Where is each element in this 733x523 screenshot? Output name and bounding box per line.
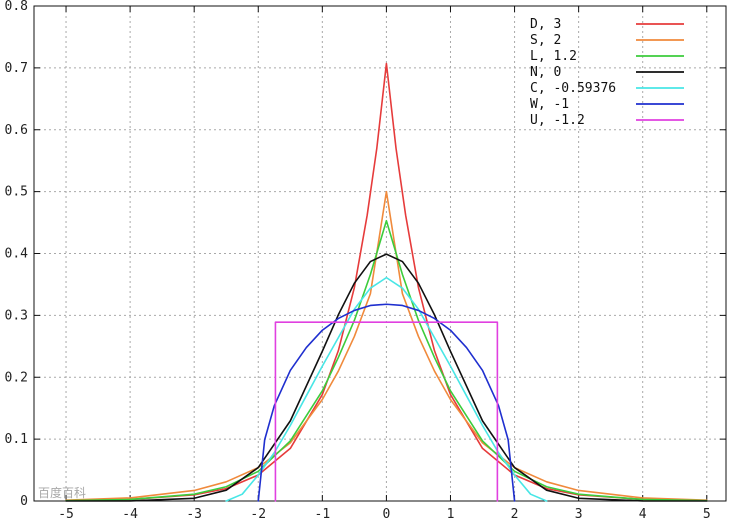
series-line-1: [65, 190, 708, 502]
x-tick-label: -1: [315, 507, 331, 522]
y-axis-ticks: 0 0.1 0.2 0.3 0.4 0.5 0.6 0.7 0.8: [5, 0, 726, 509]
legend-label: L, 1.2: [530, 49, 577, 64]
series-line-6: [274, 321, 499, 502]
series-line-0: [65, 62, 708, 502]
legend-label: C, -0.59376: [530, 81, 616, 96]
x-tick-label: 0: [382, 507, 390, 522]
x-tick-label: 2: [511, 507, 519, 522]
series-line-5: [257, 303, 516, 502]
y-tick-label: 0.4: [5, 247, 29, 262]
series-line-3: [65, 253, 708, 502]
y-tick-label: 0: [20, 494, 28, 509]
y-tick-label: 0.3: [5, 308, 28, 323]
y-tick-label: 0.7: [5, 61, 28, 76]
x-tick-label: 3: [575, 507, 583, 522]
legend-label: N, 0: [530, 65, 561, 80]
y-tick-label: 0.5: [5, 185, 28, 200]
legend-label: S, 2: [530, 33, 561, 48]
series-line-4: [225, 276, 548, 502]
series-lines: [65, 62, 708, 502]
x-tick-label: 1: [447, 507, 455, 522]
legend-label: D, 3: [530, 17, 561, 32]
y-tick-label: 0.6: [5, 123, 28, 138]
legend-label: U, -1.2: [530, 113, 585, 128]
legend-label: W, -1: [530, 97, 569, 112]
x-tick-label: 4: [639, 507, 647, 522]
y-tick-label: 0.2: [5, 370, 28, 385]
x-tick-label: -2: [250, 507, 266, 522]
x-tick-label: 5: [703, 507, 711, 522]
series-line-2: [65, 219, 708, 502]
x-axis-ticks: -5 -4 -3 -2 -1 0 1 2 3 4 5: [58, 6, 711, 522]
x-tick-label: -4: [122, 507, 138, 522]
watermark-text: 百度百科: [38, 485, 86, 500]
x-tick-label: -3: [186, 507, 202, 522]
x-tick-label: -5: [58, 507, 74, 522]
y-tick-label: 0.8: [5, 0, 28, 14]
y-tick-label: 0.1: [5, 432, 28, 447]
